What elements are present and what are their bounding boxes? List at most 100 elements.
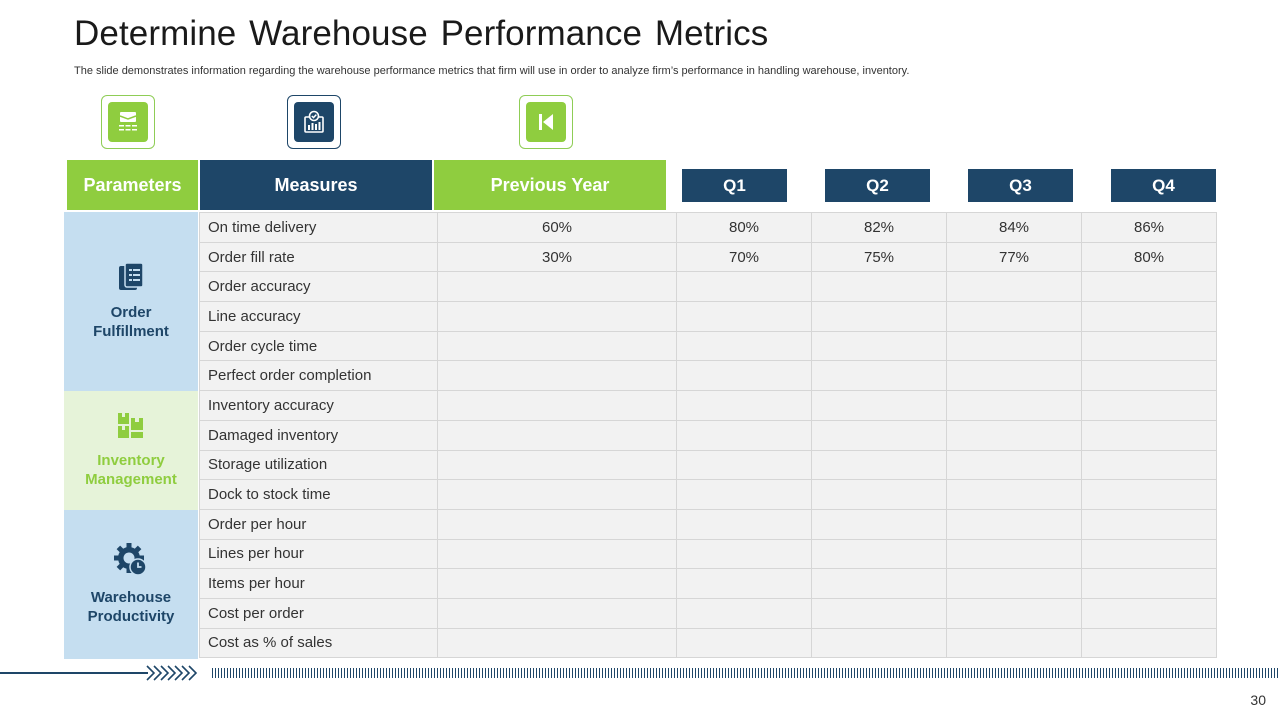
metrics-table: On time delivery 60% 80% 82% 84% 86% Order fil… — [199, 212, 1217, 659]
table-row: Order cycle time — [199, 330, 1217, 362]
value-cell-q2 — [811, 538, 947, 570]
value-cell-q2 — [811, 449, 947, 481]
measure-cell: Storage utilization — [199, 449, 438, 481]
value-cell-q1 — [676, 301, 812, 332]
param-label-line2: Management — [85, 471, 177, 488]
boxes-icon-tile — [101, 95, 155, 149]
measure-cell: On time delivery — [199, 212, 438, 243]
value-cell-q2 — [811, 360, 947, 392]
value-cell-q3 — [946, 449, 1082, 481]
value-cell-q2 — [811, 597, 947, 629]
table-row: Perfect order completion — [199, 360, 1217, 392]
value-cell-prev — [437, 479, 677, 510]
value-cell-prev — [437, 301, 677, 332]
page-subtitle: The slide demonstrates information regar… — [74, 65, 910, 77]
header-q3: Q3 — [968, 169, 1073, 202]
value-cell-q3 — [946, 390, 1082, 421]
param-inventory-management: Inventory Management — [64, 391, 198, 510]
value-cell-q2 — [811, 330, 947, 362]
table-row: Lines per hour — [199, 538, 1217, 570]
value-cell-q1 — [676, 360, 812, 392]
param-label-line1: Inventory — [97, 452, 165, 469]
measure-cell: Perfect order completion — [199, 360, 438, 392]
value-cell-q4 — [1081, 597, 1217, 629]
chevrons-icon — [146, 665, 198, 681]
table-row: Cost per order — [199, 597, 1217, 629]
table-row: Cost as % of sales — [199, 627, 1217, 659]
header-measures: Measures — [200, 160, 432, 210]
value-cell-q2 — [811, 479, 947, 510]
header-q4: Q4 — [1111, 169, 1216, 202]
value-cell-q4: 80% — [1081, 241, 1217, 273]
inventory-boxes-icon — [117, 412, 145, 445]
value-cell-prev — [437, 597, 677, 629]
value-cell-q1 — [676, 419, 812, 451]
value-cell-prev — [437, 419, 677, 451]
value-cell-prev — [437, 360, 677, 392]
param-label-line1: Order — [110, 304, 152, 321]
value-cell-q4 — [1081, 360, 1217, 392]
value-cell-q1 — [676, 627, 812, 659]
value-cell-q2: 82% — [811, 212, 947, 243]
measure-cell: Lines per hour — [199, 538, 438, 570]
value-cell-q3 — [946, 597, 1082, 629]
value-cell-q1: 70% — [676, 241, 812, 273]
value-cell-q4 — [1081, 568, 1217, 599]
value-cell-q1 — [676, 508, 812, 540]
value-cell-prev — [437, 449, 677, 481]
skip-back-icon-tile — [519, 95, 573, 149]
value-cell-prev: 30% — [437, 241, 677, 273]
measure-cell: Damaged inventory — [199, 419, 438, 451]
param-warehouse-productivity: Warehouse Productivity — [64, 510, 198, 659]
value-cell-prev — [437, 508, 677, 540]
value-cell-q2 — [811, 627, 947, 659]
value-cell-q3 — [946, 508, 1082, 540]
measure-cell: Cost as % of sales — [199, 627, 438, 659]
skip-back-icon — [526, 102, 566, 142]
value-cell-prev — [437, 390, 677, 421]
table-row: Inventory accuracy — [199, 390, 1217, 421]
measure-cell: Cost per order — [199, 597, 438, 629]
header-q1: Q1 — [682, 169, 787, 202]
value-cell-q2 — [811, 390, 947, 421]
page-number: 30 — [1250, 692, 1266, 708]
value-cell-q1 — [676, 390, 812, 421]
value-cell-q2 — [811, 419, 947, 451]
param-order-fulfillment: Order Fulfillment — [64, 212, 198, 391]
measure-cell: Order per hour — [199, 508, 438, 540]
param-label-line2: Fulfillment — [93, 323, 169, 340]
value-cell-q4 — [1081, 449, 1217, 481]
clipboard-icon — [117, 262, 145, 297]
value-cell-q1: 80% — [676, 212, 812, 243]
header-parameters: Parameters — [67, 160, 198, 210]
value-cell-q3 — [946, 538, 1082, 570]
measure-cell: Dock to stock time — [199, 479, 438, 510]
value-cell-q3: 84% — [946, 212, 1082, 243]
value-cell-prev: 60% — [437, 212, 677, 243]
measure-cell: Order accuracy — [199, 271, 438, 303]
value-cell-q4 — [1081, 419, 1217, 451]
value-cell-q3 — [946, 627, 1082, 659]
value-cell-q3 — [946, 479, 1082, 510]
value-cell-q4 — [1081, 330, 1217, 362]
table-row: Items per hour — [199, 568, 1217, 599]
param-label-line2: Productivity — [87, 608, 175, 625]
table-row: Damaged inventory — [199, 419, 1217, 451]
table-row: Storage utilization — [199, 449, 1217, 481]
footer-stripe — [212, 668, 1280, 678]
value-cell-q2 — [811, 568, 947, 599]
value-cell-prev — [437, 271, 677, 303]
value-cell-q3 — [946, 301, 1082, 332]
value-cell-prev — [437, 568, 677, 599]
value-cell-q1 — [676, 449, 812, 481]
value-cell-prev — [437, 538, 677, 570]
value-cell-q3 — [946, 271, 1082, 303]
value-cell-q2 — [811, 301, 947, 332]
value-cell-q3 — [946, 419, 1082, 451]
value-cell-q4 — [1081, 627, 1217, 659]
report-icon-tile — [287, 95, 341, 149]
table-row: Dock to stock time — [199, 479, 1217, 510]
value-cell-q3: 77% — [946, 241, 1082, 273]
value-cell-q1 — [676, 479, 812, 510]
page-title: Determine Warehouse Performance Metrics — [74, 14, 769, 53]
